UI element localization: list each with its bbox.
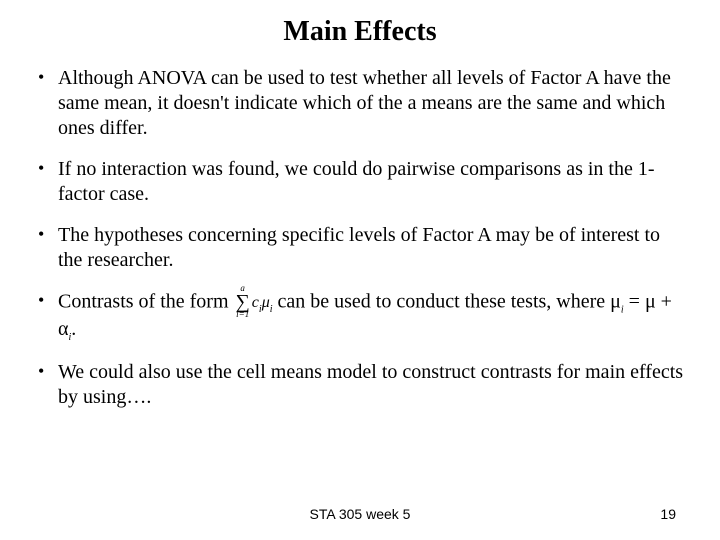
bullet-list: Although ANOVA can be used to test wheth… (28, 66, 692, 410)
contrast-formula: a∑i=1ciμi (234, 289, 273, 317)
sigma-icon: a∑i=1 (236, 292, 250, 312)
sigma-lower: i=1 (236, 310, 249, 319)
bullet-item: If no interaction was found, we could do… (36, 157, 688, 207)
formula-c: c (252, 294, 259, 311)
bullet-text: . (71, 318, 76, 340)
formula-mu: μ (262, 294, 270, 311)
bullet-text: Contrasts of the form (58, 290, 234, 312)
bullet-item: We could also use the cell means model t… (36, 360, 688, 410)
bullet-item: The hypotheses concerning specific level… (36, 223, 688, 273)
slide-title: Main Effects (28, 16, 692, 48)
sigma-upper: a (240, 284, 245, 293)
page-number: 19 (660, 506, 676, 522)
footer-label: STA 305 week 5 (310, 506, 411, 522)
bullet-text: can be used to conduct these tests, wher… (273, 290, 621, 312)
slide: Main Effects Although ANOVA can be used … (0, 0, 720, 540)
bullet-item: Contrasts of the form a∑i=1ciμi can be u… (36, 289, 688, 344)
bullet-item: Although ANOVA can be used to test wheth… (36, 66, 688, 141)
